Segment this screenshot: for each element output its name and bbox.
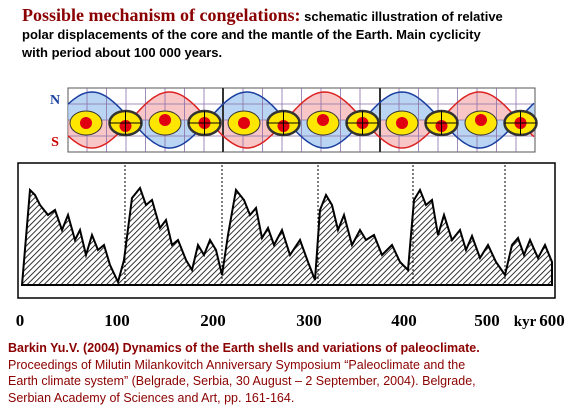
citation-line: Proceedings of Milutin Milankovitch Anni… — [8, 357, 466, 372]
header: Possible mechanism of congelations: sche… — [22, 6, 562, 62]
citation-title: Barkin Yu.V. (2004) Dynamics of the Eart… — [8, 341, 480, 355]
title-line: polar displacements of the core and the … — [22, 27, 481, 42]
core — [80, 117, 92, 129]
climate-frame — [17, 162, 556, 299]
core — [159, 114, 171, 126]
south-label: S — [51, 135, 59, 150]
core — [475, 114, 487, 126]
title-line: with period about 100 000 years. — [22, 45, 223, 60]
axis-label: 600 — [539, 311, 565, 330]
axis-label: 100 — [104, 311, 130, 330]
schematic — [67, 87, 538, 153]
axis-label: 400 — [391, 311, 417, 330]
heading: Possible mechanism of congelations: — [22, 5, 301, 25]
red-curve — [67, 91, 535, 149]
axis-label: 200 — [200, 311, 226, 330]
citation-line: Serbian Academy of Sciences and Art, pp.… — [8, 390, 295, 405]
citation: Barkin Yu.V. (2004) Dynamics of the Eart… — [8, 340, 564, 406]
core — [238, 117, 250, 129]
citation-line: Earth climate system” (Belgrade, Serbia,… — [8, 374, 476, 388]
core — [396, 117, 408, 129]
x-axis: 0 100 200 300 400 500 kyr 600 — [16, 311, 565, 330]
axis-label: 500 — [474, 311, 500, 330]
core — [317, 114, 329, 126]
axis-label: 300 — [296, 311, 322, 330]
north-label: N — [50, 93, 60, 108]
subtitle: schematic illustration of relative — [300, 9, 503, 24]
blue-curve — [67, 91, 535, 149]
climate-curve — [20, 185, 553, 286]
axis-label: kyr — [514, 314, 537, 330]
title-line: Possible mechanism of congelations: sche… — [22, 6, 562, 26]
axis-label: 0 — [16, 311, 25, 330]
